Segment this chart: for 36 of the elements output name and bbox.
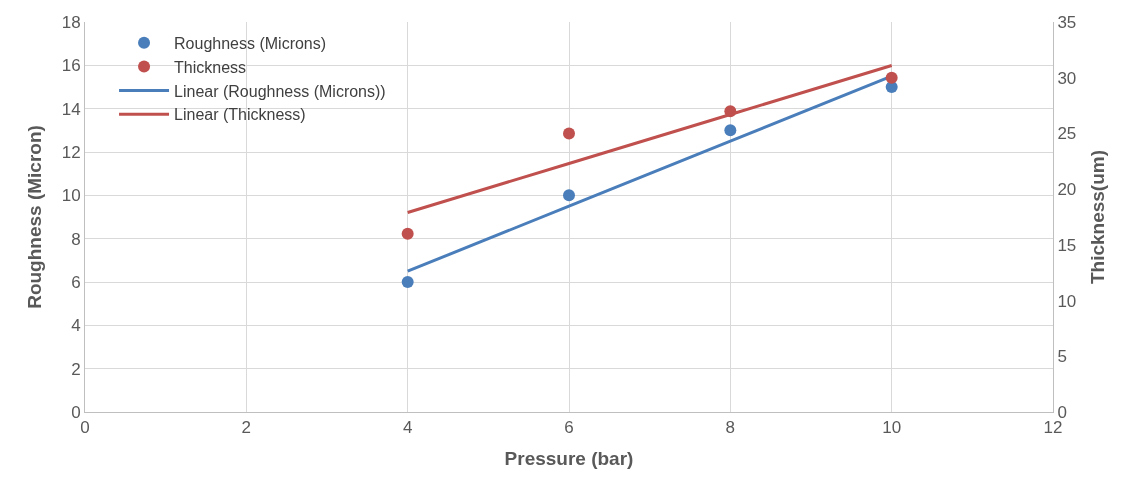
point — [401, 227, 414, 240]
point — [724, 124, 737, 137]
y2-tick-label: 30 — [1057, 68, 1077, 88]
y2-tick-label: 25 — [1057, 124, 1077, 144]
point — [401, 276, 414, 288]
y-tick-label: 14 — [61, 99, 81, 119]
y2-axis-title: Thickness(um) — [1087, 149, 1109, 285]
y-tick-label: 10 — [61, 186, 81, 206]
y-tick-label: 2 — [71, 359, 81, 379]
y-tick-label: 4 — [71, 316, 81, 336]
point — [563, 127, 575, 140]
x-axis-title: Pressure (bar) — [504, 448, 634, 470]
y-axis-title: Roughness (Micron) — [23, 125, 45, 309]
legend-label: Linear (Roughness (Microns)) — [174, 82, 386, 100]
y2-tick-label: 10 — [1057, 291, 1077, 311]
y2-tick-label: 20 — [1057, 180, 1077, 200]
x-tick-label: 8 — [725, 418, 736, 438]
x-tick-label: 4 — [402, 418, 413, 438]
y-tick-label: 6 — [71, 272, 81, 292]
y-tick-label: 12 — [61, 142, 81, 162]
y2-tick-label: 5 — [1057, 347, 1067, 367]
y-tick-label: 18 — [61, 12, 81, 32]
point — [563, 189, 575, 202]
legend-label: Linear (Thickness) — [174, 106, 306, 124]
y-tick-label: 0 — [71, 402, 81, 422]
legend-label: Thickness — [174, 58, 247, 76]
legend-label: Roughness (Microns) — [174, 35, 327, 53]
x-tick-label: 6 — [564, 418, 574, 438]
point — [885, 71, 898, 84]
x-tick-label: 2 — [241, 418, 252, 438]
y2-tick-label: 35 — [1057, 12, 1077, 32]
y-tick-label: 8 — [71, 229, 81, 249]
y-tick-label: 16 — [61, 56, 81, 76]
y2-tick-label: 15 — [1057, 235, 1077, 255]
line-series — [406, 63, 894, 215]
x-tick-label: 10 — [882, 418, 902, 438]
